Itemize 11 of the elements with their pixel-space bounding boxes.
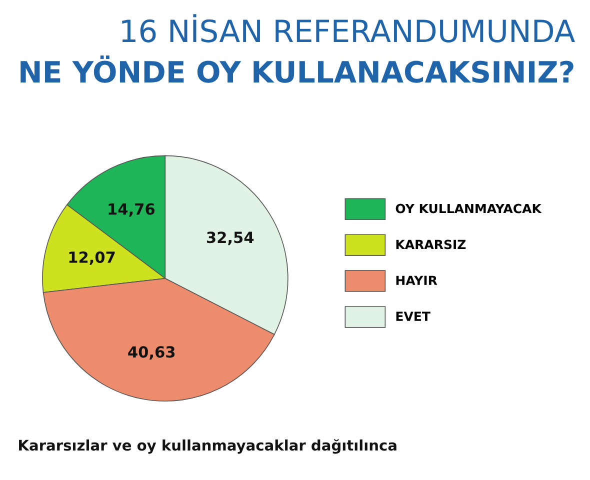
data-label: 12,07 [69,251,115,265]
data-label: 40,63 [128,346,175,360]
legend-label: KARARSIZ [396,240,466,250]
data-label: 14,76 [108,203,155,217]
text: Kararsızlar ve oy kullanmayacaklar dağıtılınca [19,439,396,454]
legend-label: HAYIR [396,276,438,285]
chart-subtitle: NE YÖNDE OY KULLANACAKSINIZ? [20,55,574,83]
legend-label: EVET [396,312,430,321]
data-label: 32,54 [206,232,254,246]
legend-label: OY KULLANMAYACAK [396,204,542,214]
chart-title: 16 NİSAN REFERANDUMUNDA [122,14,575,42]
